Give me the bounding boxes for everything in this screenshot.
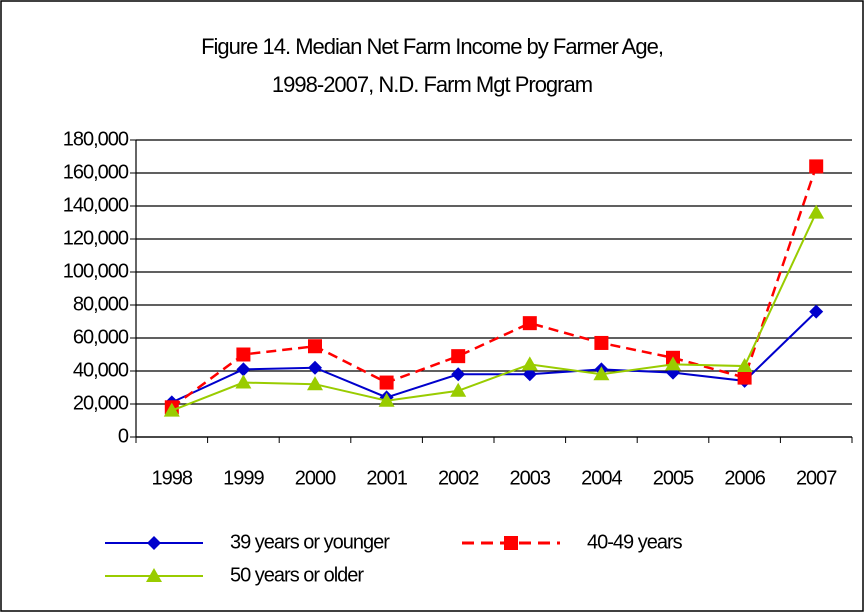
data-point bbox=[521, 356, 538, 371]
chart-title: Figure 14. Median Net Farm Income by Far… bbox=[201, 34, 663, 59]
y-tick-label: 180,000 bbox=[63, 128, 129, 150]
x-tick-label: 2000 bbox=[295, 467, 336, 489]
y-tick-label: 20,000 bbox=[73, 392, 129, 414]
chart-subtitle: 1998-2007, N.D. Farm Mgt Program bbox=[272, 72, 592, 97]
data-point bbox=[378, 392, 395, 407]
data-point bbox=[163, 402, 180, 417]
data-point bbox=[379, 375, 394, 390]
data-point bbox=[737, 370, 752, 385]
series-line bbox=[171, 165, 818, 409]
y-tick-label: 0 bbox=[118, 425, 129, 447]
data-point bbox=[522, 316, 537, 331]
legend-marker bbox=[504, 536, 518, 550]
data-point bbox=[451, 349, 466, 364]
data-point bbox=[593, 366, 610, 381]
data-point bbox=[235, 374, 252, 389]
legend-label: 39 years or younger bbox=[230, 531, 390, 553]
x-tick-label: 1999 bbox=[223, 467, 264, 489]
legend-marker bbox=[146, 568, 162, 582]
data-point bbox=[307, 376, 323, 391]
data-point bbox=[236, 362, 251, 377]
x-tick-label: 2005 bbox=[653, 467, 694, 489]
data-point bbox=[236, 347, 251, 362]
x-tick-label: 2006 bbox=[724, 467, 765, 489]
y-tick-label: 140,000 bbox=[63, 194, 129, 216]
y-tick-label: 60,000 bbox=[73, 326, 129, 348]
legend-label: 50 years or older bbox=[230, 564, 364, 586]
x-tick-label: 2007 bbox=[796, 467, 837, 489]
x-tick-label: 1998 bbox=[152, 467, 193, 489]
series-line bbox=[171, 310, 817, 404]
data-point bbox=[665, 356, 681, 371]
y-tick-label: 100,000 bbox=[63, 260, 129, 282]
data-point bbox=[450, 382, 467, 397]
series-line bbox=[171, 212, 818, 412]
data-point bbox=[594, 335, 609, 350]
x-tick-label: 2003 bbox=[510, 467, 551, 489]
y-tick-label: 120,000 bbox=[63, 227, 129, 249]
data-point bbox=[522, 367, 537, 382]
data-point bbox=[736, 358, 753, 373]
data-point bbox=[808, 204, 825, 219]
data-point bbox=[809, 159, 824, 174]
x-tick-label: 2004 bbox=[581, 467, 622, 489]
x-tick-label: 2002 bbox=[438, 467, 479, 489]
y-tick-label: 80,000 bbox=[73, 293, 129, 315]
x-tick-label: 2001 bbox=[366, 467, 407, 489]
data-point bbox=[308, 339, 322, 354]
legend-marker bbox=[147, 536, 161, 550]
y-tick-label: 40,000 bbox=[73, 359, 129, 381]
data-point bbox=[809, 304, 824, 319]
legend-label: 40-49 years bbox=[587, 531, 683, 553]
data-point bbox=[308, 360, 322, 375]
y-tick-label: 160,000 bbox=[63, 161, 129, 183]
data-point bbox=[451, 367, 466, 382]
